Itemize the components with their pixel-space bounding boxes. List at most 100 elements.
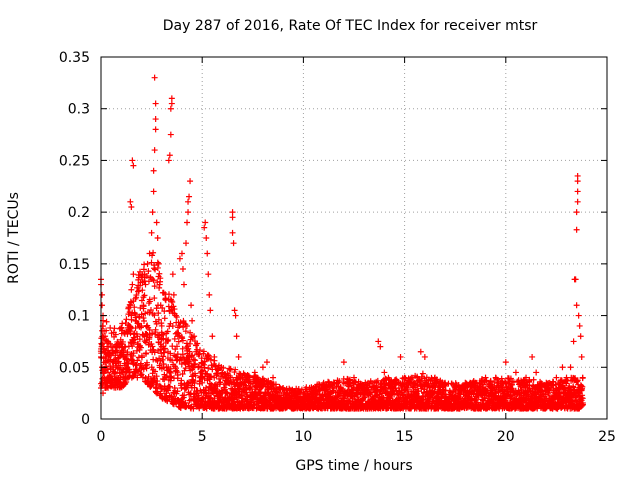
data-point xyxy=(156,281,163,288)
data-point xyxy=(174,375,181,382)
data-point xyxy=(168,297,175,304)
data-point xyxy=(232,366,239,373)
data-point xyxy=(272,381,279,388)
data-point xyxy=(112,369,119,376)
data-point xyxy=(152,126,159,133)
data-point xyxy=(188,302,195,309)
data-point xyxy=(107,374,114,381)
data-point xyxy=(138,322,145,329)
data-point xyxy=(129,157,136,164)
data-point xyxy=(173,343,180,350)
data-point xyxy=(130,350,137,357)
data-point xyxy=(123,316,130,323)
data-point xyxy=(142,281,149,288)
data-point xyxy=(415,388,422,395)
data-point xyxy=(433,378,440,385)
data-point xyxy=(150,167,157,174)
data-point xyxy=(208,373,215,380)
data-point xyxy=(399,391,406,398)
data-point xyxy=(131,310,138,317)
data-point xyxy=(325,378,332,385)
y-tick-label: 0.15 xyxy=(59,257,90,273)
data-point xyxy=(579,392,586,399)
data-point xyxy=(127,198,134,205)
data-point xyxy=(103,318,110,325)
data-point xyxy=(193,348,200,355)
data-point xyxy=(383,385,390,392)
data-point xyxy=(177,354,184,361)
data-point xyxy=(125,328,132,335)
data-point xyxy=(130,339,137,346)
data-point xyxy=(190,356,197,363)
data-point xyxy=(135,288,142,295)
data-point xyxy=(579,401,586,408)
data-point xyxy=(186,193,193,200)
y-tick-label: 0.3 xyxy=(68,102,90,118)
data-point xyxy=(144,260,151,267)
data-point xyxy=(154,264,161,271)
data-point xyxy=(482,374,489,381)
data-point xyxy=(340,359,347,366)
data-point xyxy=(140,366,147,373)
data-point xyxy=(164,328,171,335)
data-point xyxy=(150,249,157,256)
data-point xyxy=(127,302,134,309)
data-point xyxy=(175,338,182,345)
data-point xyxy=(151,312,158,319)
x-tick-labels: 0 5 10 15 20 25 xyxy=(97,429,616,445)
data-point xyxy=(154,259,161,266)
data-point xyxy=(131,304,138,311)
data-point xyxy=(137,304,144,311)
data-point xyxy=(192,360,199,367)
data-point xyxy=(201,364,208,371)
data-point xyxy=(197,374,204,381)
data-point xyxy=(205,365,212,372)
data-point xyxy=(133,292,140,299)
data-point xyxy=(124,359,131,366)
data-point xyxy=(346,377,353,384)
data-point xyxy=(174,333,181,340)
x-tick-label: 25 xyxy=(598,429,616,445)
data-point xyxy=(354,393,361,400)
grid-lines xyxy=(101,57,607,419)
data-point xyxy=(232,312,239,319)
data-point xyxy=(215,364,222,371)
data-point xyxy=(128,312,135,319)
data-point xyxy=(172,312,179,319)
data-point xyxy=(543,379,550,386)
data-point xyxy=(153,320,160,327)
data-point xyxy=(411,379,418,386)
data-point xyxy=(141,318,148,325)
data-point xyxy=(179,345,186,352)
data-point xyxy=(570,338,577,345)
data-point xyxy=(162,374,169,381)
data-point xyxy=(164,396,171,403)
data-point xyxy=(171,306,178,313)
data-point xyxy=(183,240,190,247)
data-point xyxy=(151,349,158,356)
data-point xyxy=(537,381,544,388)
data-point xyxy=(136,343,143,350)
data-point xyxy=(102,384,109,391)
data-point xyxy=(105,338,112,345)
data-point xyxy=(152,368,159,375)
data-point xyxy=(151,295,158,302)
data-point xyxy=(442,379,449,386)
data-point xyxy=(377,343,384,350)
data-point xyxy=(119,338,126,345)
y-tick-label: 0.1 xyxy=(68,309,90,325)
data-point xyxy=(152,326,159,333)
data-point xyxy=(138,311,145,318)
data-point xyxy=(229,229,236,236)
data-point xyxy=(553,374,560,381)
data-point xyxy=(404,384,411,391)
data-point xyxy=(124,349,131,356)
data-point xyxy=(142,310,149,317)
data-point xyxy=(574,198,581,205)
data-point xyxy=(167,131,174,138)
data-point xyxy=(154,378,161,385)
data-point xyxy=(140,302,147,309)
data-point xyxy=(207,307,214,314)
data-point xyxy=(397,353,404,360)
data-point xyxy=(99,302,106,309)
